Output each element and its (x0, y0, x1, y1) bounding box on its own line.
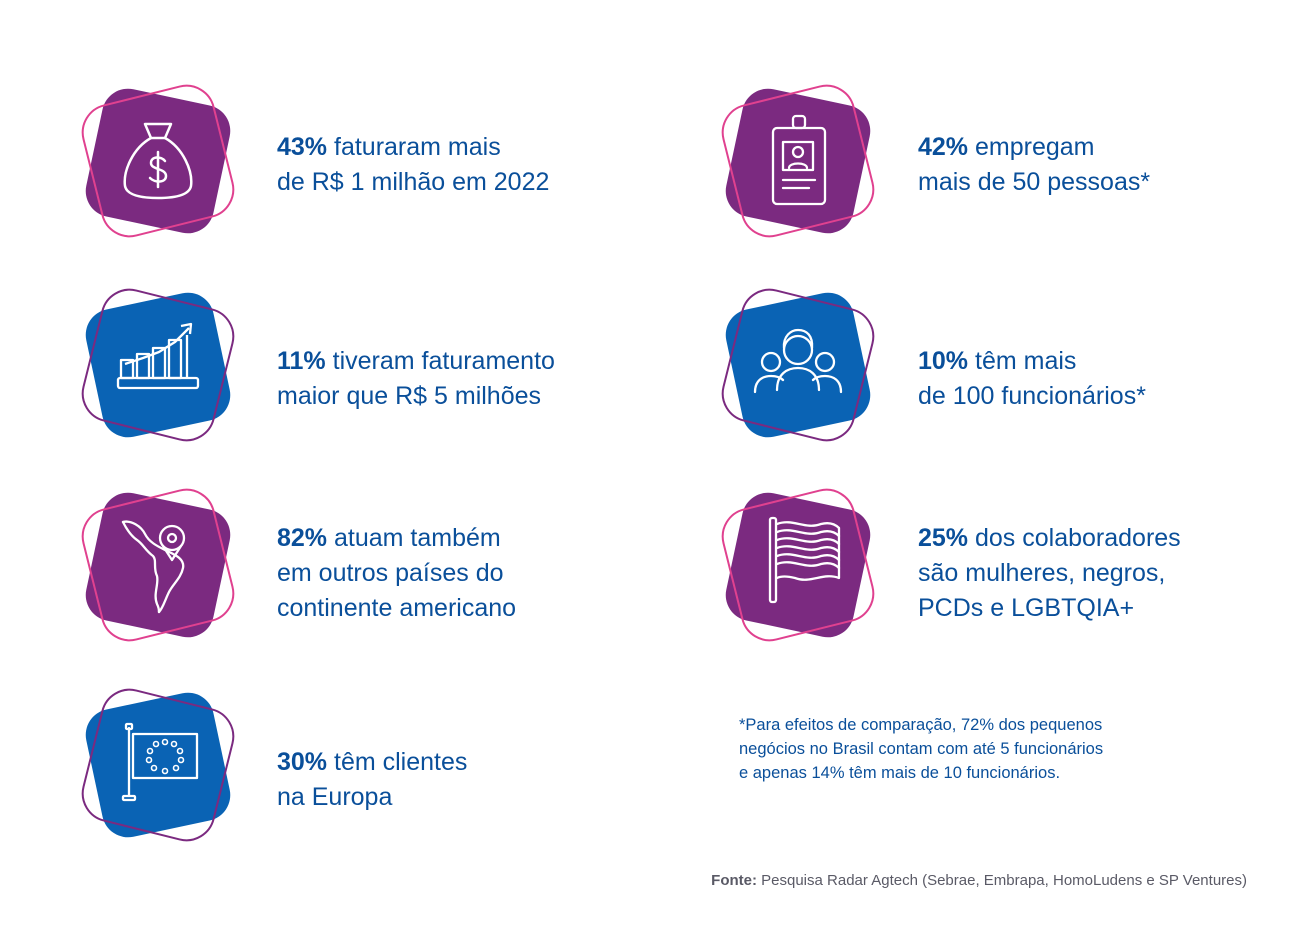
stat-percent: 43% (277, 133, 328, 161)
footnote-line: e apenas 14% têm mais de 10 funcionários… (739, 764, 1061, 782)
stat-line: continente americano (277, 594, 517, 622)
stat-text-americas: 82% atuam também em outros países do con… (277, 521, 516, 626)
stat-percent: 82% (277, 524, 328, 552)
footnote-line: negócios no Brasil contam com até 5 func… (739, 740, 1104, 758)
stat-text-revenue-1m: 43% faturaram mais de R$ 1 milhão em 202… (277, 130, 549, 200)
stat-percent: 30% (277, 748, 328, 776)
stat-line: mais de 50 pessoas* (918, 168, 1151, 196)
pride-flag-badge (713, 480, 883, 650)
stat-line: têm mais (968, 347, 1077, 375)
stat-text-employ-50: 42% empregam mais de 50 pessoas* (918, 130, 1150, 200)
stat-percent: 42% (918, 133, 969, 161)
stat-line: são mulheres, negros, (918, 559, 1166, 587)
stat-line: maior que R$ 5 milhões (277, 382, 542, 410)
stat-line: empregam (968, 133, 1095, 161)
stat-line: tiveram faturamento (325, 347, 555, 375)
footnote-line: *Para efeitos de comparação, 72% dos peq… (739, 716, 1103, 734)
eu-flag-badge (73, 680, 243, 850)
stat-line: PCDs e LGBTQIA+ (918, 594, 1135, 622)
americas-map-badge (73, 480, 243, 650)
footnote: *Para efeitos de comparação, 72% dos peq… (739, 713, 1103, 785)
growth-chart-badge (73, 280, 243, 450)
growth-chart-icon (116, 322, 200, 390)
stat-line: de 100 funcionários* (918, 382, 1146, 410)
pride-flag-icon (768, 516, 841, 604)
stat-text-employ-100: 10% têm mais de 100 funcionários* (918, 344, 1146, 414)
stat-text-europe: 30% têm clientes na Europa (277, 745, 467, 815)
stat-line: faturaram mais (327, 133, 501, 161)
stat-line: de R$ 1 milhão em 2022 (277, 168, 550, 196)
source-text: Pesquisa Radar Agtech (Sebrae, Embrapa, … (756, 872, 1247, 889)
stat-percent: 10% (918, 347, 969, 375)
money-bag-icon (123, 122, 193, 200)
stat-percent: 11% (277, 347, 326, 375)
stat-line: em outros países do (277, 559, 504, 587)
id-badge-icon (771, 114, 827, 206)
source-credit: Fonte: Pesquisa Radar Agtech (Sebrae, Em… (711, 872, 1247, 889)
money-bag-badge (73, 76, 243, 246)
eu-flag-icon (121, 722, 199, 802)
id-badge-badge (713, 76, 883, 246)
stat-line: têm clientes (327, 748, 468, 776)
americas-map-icon (121, 520, 186, 614)
source-label: Fonte: (711, 872, 757, 889)
people-group-badge (713, 280, 883, 450)
stat-line: na Europa (277, 783, 393, 811)
stat-line: atuam também (327, 524, 501, 552)
stat-percent: 25% (918, 524, 969, 552)
stat-text-diversity: 25% dos colaboradores são mulheres, negr… (918, 521, 1181, 626)
people-group-icon (753, 328, 843, 394)
stat-line: dos colaboradores (968, 524, 1181, 552)
stat-text-revenue-5m: 11% tiveram faturamento maior que R$ 5 m… (277, 344, 555, 414)
